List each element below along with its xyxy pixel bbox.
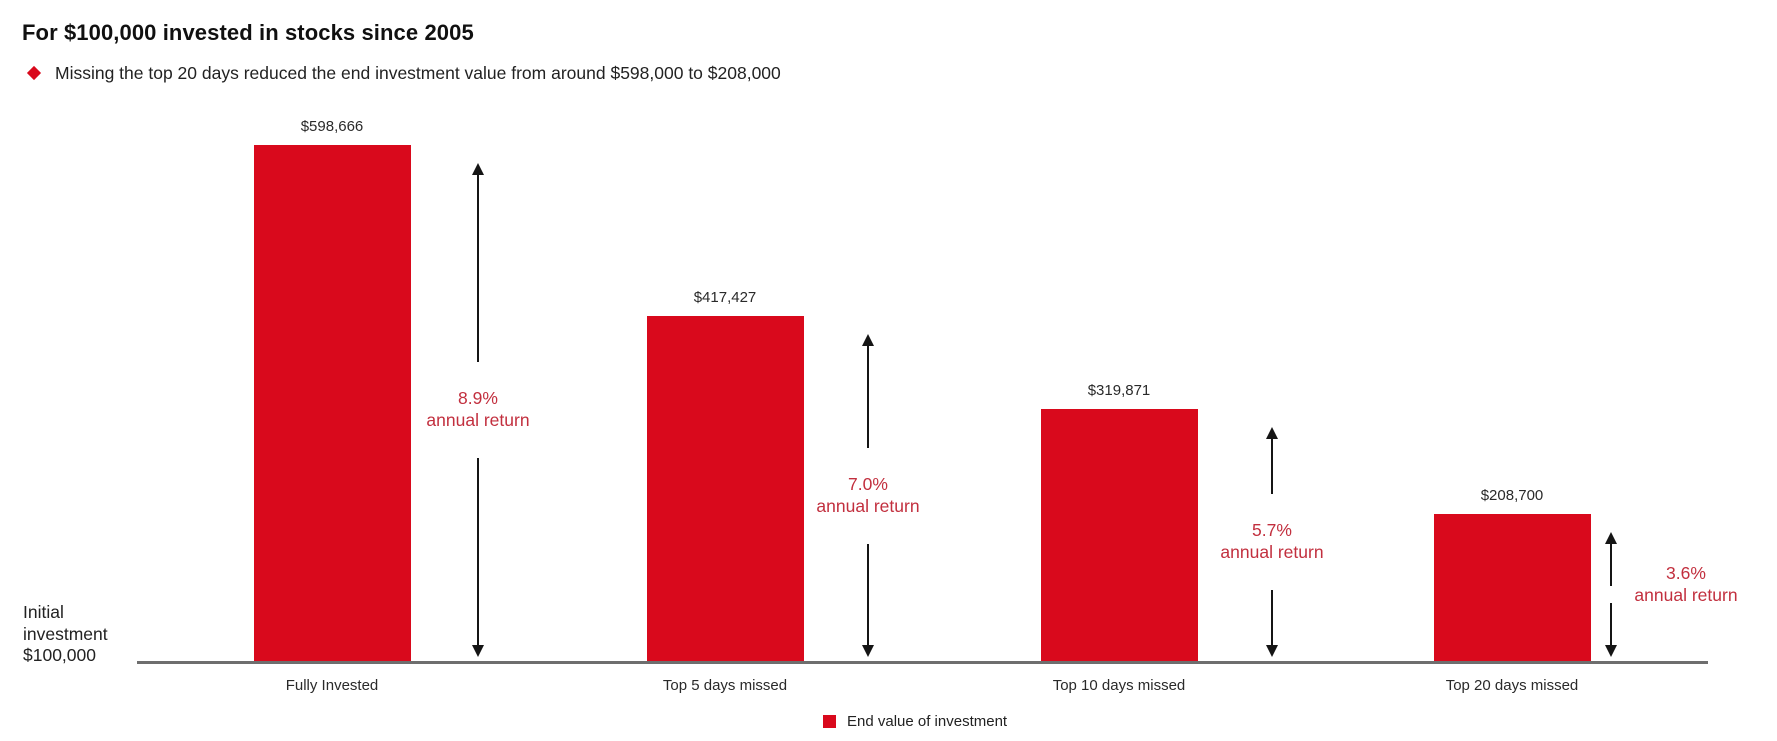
bar-value-label: $319,871 (1087, 381, 1151, 399)
annual-return-label: 8.9% annual return (388, 387, 568, 431)
arrow-down-icon (1605, 645, 1617, 657)
x-axis-label-top-5-days-missed: Top 5 days missed (662, 677, 788, 694)
chart-subtitle: Missing the top 20 days reduced the end … (55, 63, 781, 83)
arrow-down-icon (862, 645, 874, 657)
annual-return-pct: 5.7% (1252, 519, 1292, 540)
return-arrow-lower-line (867, 543, 869, 646)
bar-value-label: $208,700 (1480, 487, 1544, 504)
legend-swatch-end-value (823, 714, 836, 728)
x-axis-label-top-10-days-missed: Top 10 days missed (1052, 677, 1186, 694)
annual-return-word: annual return (1634, 584, 1738, 605)
arrow-up-icon (1266, 426, 1278, 439)
annual-return-pct: 3.6% (1666, 562, 1706, 583)
arrow-up-icon (1605, 532, 1617, 544)
diamond-bullet-icon (26, 65, 42, 81)
annual-return-pct: 8.9% (458, 388, 498, 408)
bar-value-label: $417,427 (693, 289, 757, 307)
bar-fully-invested (253, 145, 411, 663)
chart-title: For $100,000 invested in stocks since 20… (22, 20, 474, 45)
annual-return-label: 5.7% annual return (1182, 519, 1362, 563)
annual-return-word: annual return (1220, 541, 1324, 562)
return-arrow-lower-line (1271, 589, 1273, 646)
annual-return-word: annual return (816, 495, 920, 516)
legend-label: End value of investment (847, 712, 1008, 730)
return-arrow-upper-line (1610, 543, 1612, 587)
x-axis-label-top-20-days-missed: Top 20 days missed (1445, 677, 1579, 694)
annual-return-pct: 7.0% (848, 473, 888, 494)
arrow-down-icon (472, 645, 484, 657)
annual-return-label: 3.6% annual return (1601, 562, 1771, 606)
initial-investment-axis-label: Initial investment $100,000 (23, 602, 108, 667)
bar-top-10-days-missed (1040, 408, 1198, 663)
annual-return-word: annual return (426, 410, 530, 430)
arrow-down-icon (1266, 645, 1278, 657)
return-arrow-lower-line (1610, 602, 1612, 646)
bar-top-20-days-missed (1433, 514, 1591, 663)
arrow-up-icon (472, 163, 484, 175)
return-arrow-lower-line (477, 458, 479, 646)
annual-return-label: 7.0% annual return (778, 473, 958, 517)
return-arrow-upper-line (1271, 437, 1273, 494)
bar-value-label: $598,666 (300, 118, 364, 135)
x-axis-label-fully-invested: Fully Invested (285, 677, 379, 694)
legend: End value of investment (823, 712, 1008, 730)
arrow-up-icon (862, 334, 874, 347)
return-arrow-upper-line (477, 174, 479, 362)
x-axis-line (137, 661, 1708, 664)
bar-top-5-days-missed (646, 316, 804, 663)
return-arrow-upper-line (867, 345, 869, 448)
axis-label-line3: $100,000 (23, 645, 96, 665)
axis-label-line2: investment (23, 623, 108, 644)
axis-label-line1: Initial (23, 602, 64, 622)
